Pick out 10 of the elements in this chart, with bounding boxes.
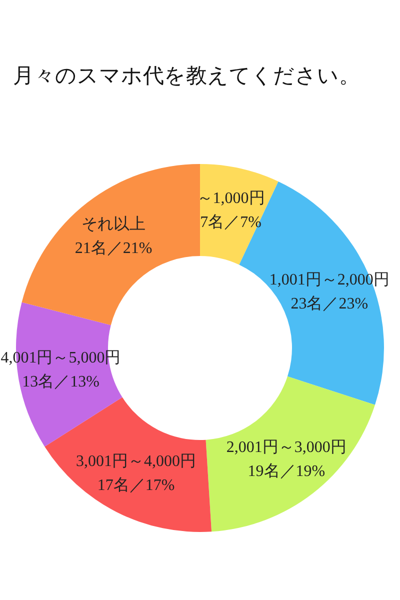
data-label: 23名／23% [290, 296, 368, 312]
slice-label: 2,001円～3,000円 [226, 438, 346, 456]
slice-label: それ以上 [82, 215, 146, 234]
slice-label: 3,001円～4,000円 [76, 453, 196, 470]
data-label: 17名／17% [97, 477, 175, 494]
data-label: 19名／19% [248, 462, 326, 480]
chart-title: 月々のスマホ代を教えてください。 [13, 64, 360, 88]
data-label: 21名／21% [74, 240, 152, 258]
slice-label: ～1,000円 [196, 190, 265, 207]
data-label: 13名／13% [22, 374, 100, 391]
